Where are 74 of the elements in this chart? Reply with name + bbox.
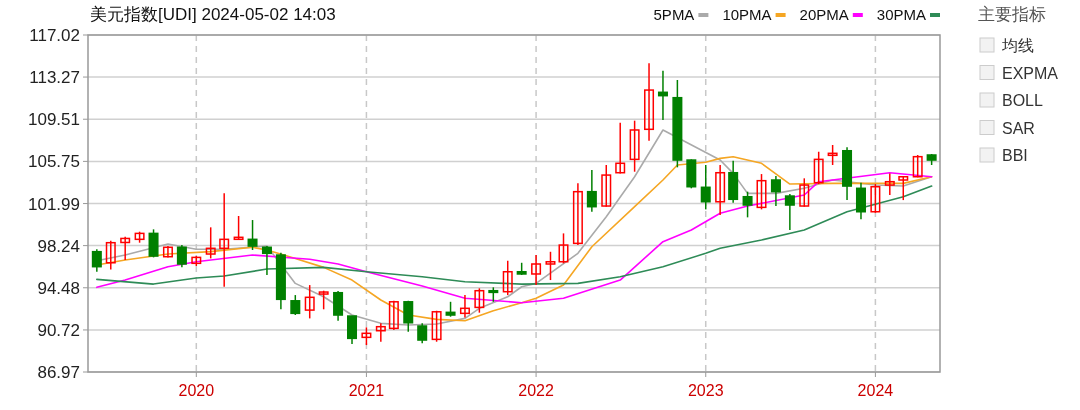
legend-label: 30PMA [876,6,926,23]
candlestick [629,119,640,173]
text: 均线 [1001,37,1034,54]
candlestick [403,300,414,333]
candlestick [502,260,513,296]
candlestick [333,290,344,322]
y-tick-label: 113.27 [29,68,80,88]
candlestick [770,175,781,207]
y-tick-label: 105.75 [28,152,80,172]
x-tick-label: 2021 [348,382,385,399]
candlestick [715,164,726,216]
y-tick-label: 109.51 [28,110,80,130]
candlestick [261,245,272,276]
candlestick [700,164,711,211]
x-tick-label: 2022 [518,382,554,399]
candlestick [799,177,810,208]
y-tick-label: 98.24 [37,236,80,256]
candlestick [827,144,838,166]
candlestick [813,150,824,185]
candlestick [558,232,569,265]
candlestick [855,181,866,221]
candlestick [304,284,315,320]
line-series [96,171,933,304]
y-tick-label: 94.48 [37,278,80,298]
candlestick [290,294,301,316]
legend-label: 5PMA [653,6,695,23]
candlestick [601,164,612,208]
candlestick [459,294,470,319]
text: EXPMA [1002,64,1059,82]
text: BOLL [1002,92,1044,109]
y-tick-label: 90.72 [37,320,80,340]
candlestick [615,121,626,175]
candlestick [912,154,923,179]
candlestick [148,228,159,259]
candlestick [347,315,358,345]
candlestick [91,248,102,273]
legend-label: 20PMA [799,6,849,23]
candlestick [375,322,386,343]
candlestick [586,169,597,213]
candlestick [474,287,485,314]
y-tick-label: 86.97 [37,363,80,382]
text: SAR [1002,119,1035,137]
candlestick [162,245,173,259]
candlestick [756,173,767,211]
candlestick [219,192,230,288]
candlestick [247,219,258,251]
candlestick [105,240,116,271]
y-tick-label: 101.99 [28,194,80,214]
line-series [96,185,933,285]
candlestick [784,193,795,231]
chart-title: 美元指数[UDI] 2024-05-02 14:03 [90,5,336,24]
x-tick-label: 2024 [857,382,894,399]
candlestick [417,322,428,345]
candlestick [572,182,583,246]
candlestick [233,215,244,241]
candlestick [176,244,187,269]
candlestick [318,289,329,311]
candlestick [898,176,909,201]
candlestick [644,62,655,142]
candlestick [388,300,399,331]
y-tick-label: 117.02 [29,26,80,45]
candlestick [545,251,556,281]
text: 主要指标 [978,5,1046,24]
candlestick [742,190,753,219]
text: BBI [1002,147,1028,164]
x-tick-label: 2023 [687,382,724,399]
candlestick [205,226,216,260]
x-tick-label: 2020 [178,382,215,399]
candlestick [884,172,895,196]
candlestick [120,236,131,261]
legend-label: 10PMA [722,6,772,23]
candlestick [431,310,442,343]
candlestick [531,254,542,286]
candlestick [870,183,881,214]
